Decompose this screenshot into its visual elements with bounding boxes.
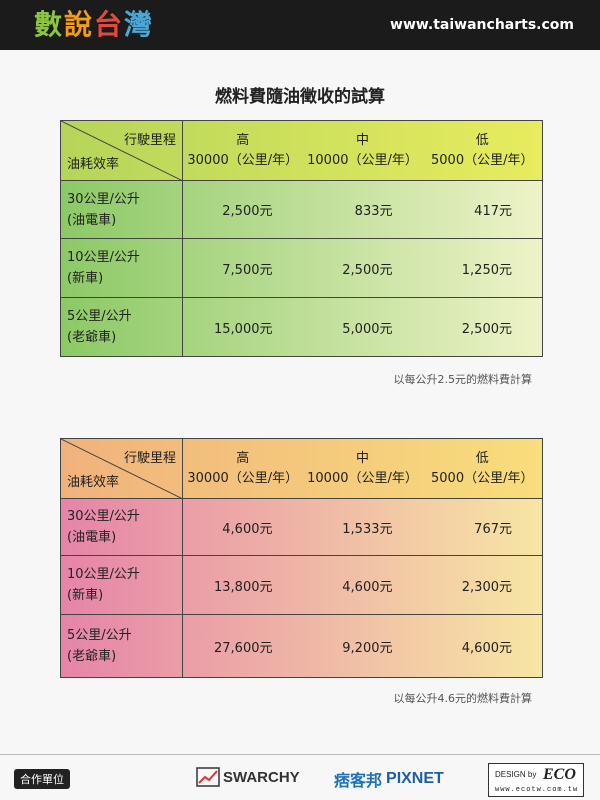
site-footer: 合作單位 SWARCHY 痞客邦 PIXNET DESIGN by ECO ww… <box>0 754 600 800</box>
row-label: 30公里/公升 (油電車) <box>60 498 183 556</box>
table-cell: 4,600元 <box>302 555 423 615</box>
swarchy-logo[interactable]: SWARCHY <box>196 767 300 787</box>
corner-label-mileage: 行駛里程 <box>123 451 176 466</box>
table-header-row: 行駛里程 油耗效率 高 30000（公里/年） 中 10000（公里/年） 低 500… <box>60 438 543 499</box>
table-cell: 767元 <box>422 498 543 556</box>
table-cell: 2,500元 <box>422 297 543 357</box>
column-header-mid: 中 10000（公里/年） <box>302 120 423 181</box>
row-label: 5公里/公升 (老爺車) <box>60 297 183 357</box>
table-cell: 417元 <box>422 180 543 239</box>
site-header: 數說台灣 www.taiwancharts.com <box>0 0 600 50</box>
row-label: 10公里/公升 (新車) <box>60 238 183 298</box>
table-cell: 2,500元 <box>182 180 303 239</box>
column-header-mid: 中 10000（公里/年） <box>302 438 423 499</box>
table-cell: 2,500元 <box>302 238 423 298</box>
table-cell: 1,250元 <box>422 238 543 298</box>
site-url[interactable]: www.taiwancharts.com <box>390 17 574 33</box>
partner-label: 合作單位 <box>14 769 70 789</box>
table-cell: 15,000元 <box>182 297 303 357</box>
table-row: 30公里/公升 (油電車) 2,500元 833元 417元 <box>60 180 543 239</box>
table-row: 10公里/公升 (新車) 7,500元 2,500元 1,250元 <box>60 238 543 298</box>
table-header-row: 行駛里程 油耗效率 高 30000（公里/年） 中 10000（公里/年） 低 500… <box>60 120 543 181</box>
table-cell: 4,600元 <box>422 614 543 678</box>
table-row: 10公里/公升 (新車) 13,800元 4,600元 2,300元 <box>60 555 543 615</box>
eco-design-logo[interactable]: DESIGN by ECO www.ecotw.com.tw <box>488 763 584 797</box>
corner-diagonal <box>61 439 183 499</box>
column-header-low: 低 5000（公里/年） <box>422 120 543 181</box>
brand-logo[interactable]: 數說台灣 <box>34 8 155 41</box>
chart-arrow-icon <box>196 767 220 787</box>
corner-cell: 行駛里程 油耗效率 <box>60 438 183 499</box>
table-row: 5公里/公升 (老爺車) 15,000元 5,000元 2,500元 <box>60 297 543 357</box>
table-cell: 833元 <box>302 180 423 239</box>
table-cell: 7,500元 <box>182 238 303 298</box>
fuel-cost-table-4.6: 行駛里程 油耗效率 高 30000（公里/年） 中 10000（公里/年） 低 500… <box>60 438 543 678</box>
row-label: 10公里/公升 (新車) <box>60 555 183 615</box>
table-cell: 4,600元 <box>182 498 303 556</box>
table-row: 5公里/公升 (老爺車) 27,600元 9,200元 4,600元 <box>60 614 543 678</box>
corner-cell: 行駛里程 油耗效率 <box>60 120 183 181</box>
corner-label-mileage: 行駛里程 <box>123 133 176 148</box>
table-cell: 1,533元 <box>302 498 423 556</box>
table-row: 30公里/公升 (油電車) 4,600元 1,533元 767元 <box>60 498 543 556</box>
table-cell: 9,200元 <box>302 614 423 678</box>
column-header-high: 高 30000（公里/年） <box>182 120 303 181</box>
table-cell: 13,800元 <box>182 555 303 615</box>
column-header-high: 高 30000（公里/年） <box>182 438 303 499</box>
corner-diagonal <box>61 121 183 181</box>
table-cell: 27,600元 <box>182 614 303 678</box>
column-header-low: 低 5000（公里/年） <box>422 438 543 499</box>
row-label: 30公里/公升 (油電車) <box>60 180 183 239</box>
page-title: 燃料費隨油徵收的試算 <box>215 87 385 107</box>
pixnet-logo[interactable]: 痞客邦 PIXNET <box>334 770 444 790</box>
table-cell: 2,300元 <box>422 555 543 615</box>
row-label: 5公里/公升 (老爺車) <box>60 614 183 678</box>
table-note: 以每公升4.6元的燃料費計算 <box>393 692 533 705</box>
table-cell: 5,000元 <box>302 297 423 357</box>
table-note: 以每公升2.5元的燃料費計算 <box>393 373 533 386</box>
corner-label-efficiency: 油耗效率 <box>67 475 120 490</box>
fuel-cost-table-2.5: 行駛里程 油耗效率 高 30000（公里/年） 中 10000（公里/年） 低 500… <box>60 120 543 357</box>
corner-label-efficiency: 油耗效率 <box>67 157 120 172</box>
